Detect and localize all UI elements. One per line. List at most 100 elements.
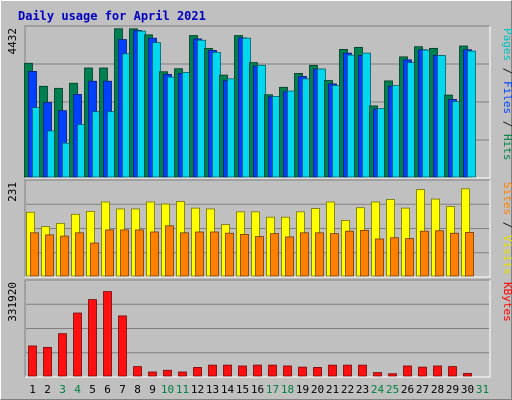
day-label: 27 (416, 383, 429, 396)
day-label: 18 (281, 383, 294, 396)
bar-sites-day-7 (120, 229, 129, 277)
bar-sites-day-5 (90, 242, 99, 277)
bar-sites-day-6 (105, 229, 114, 277)
bar-kbytes-day-26 (403, 365, 412, 377)
day-label: 31 (476, 383, 489, 396)
bar-kbytes-day-3 (58, 333, 67, 377)
chart-title: Daily usage for April 2021 (18, 9, 206, 23)
bar-sites-day-24 (375, 238, 384, 277)
day-label: 19 (296, 383, 309, 396)
day-label: 14 (221, 383, 235, 396)
day-label: 4 (74, 383, 81, 396)
bar-kbytes-day-13 (208, 364, 217, 377)
day-label: 6 (104, 383, 111, 396)
day-label: 1 (29, 383, 36, 396)
legend-entry: Pages (501, 28, 512, 61)
day-label: 20 (311, 383, 324, 396)
day-label: 30 (461, 383, 474, 396)
day-label: 8 (134, 383, 141, 396)
panel-legend-label: Pages / Files / Hits (501, 28, 512, 161)
bar-kbytes-day-4 (73, 312, 82, 377)
day-label: 13 (206, 383, 219, 396)
day-label: 15 (236, 383, 249, 396)
bar-sites-day-25 (390, 237, 399, 277)
day-label: 23 (356, 383, 369, 396)
bar-kbytes-day-19 (298, 366, 307, 377)
bar-sites-day-10 (165, 225, 174, 277)
bar-sites-day-2 (45, 234, 54, 277)
bar-kbytes-day-24 (373, 372, 382, 377)
panel-max-label: 231 (6, 182, 19, 202)
panel-frame-light (25, 280, 491, 378)
bar-kbytes-day-17 (268, 364, 277, 377)
bar-kbytes-day-22 (343, 364, 352, 377)
bar-kbytes-day-18 (283, 365, 292, 377)
bar-sites-day-16 (255, 236, 264, 277)
day-label: 11 (176, 383, 189, 396)
bar-kbytes-day-12 (193, 367, 202, 377)
day-axis: 1 2 3 4 5 6 7 8 9 10 11 12 13 14 15 16 17 18 19 20 21 22 23 24 2… (29, 383, 489, 396)
legend-entry: KBytes (501, 282, 512, 322)
bar-sites-day-3 (60, 235, 69, 277)
bar-sites-day-12 (195, 231, 204, 277)
bar-sites-day-26 (405, 238, 414, 277)
bar-sites-day-14 (225, 232, 234, 277)
day-label: 7 (119, 383, 126, 396)
bar-sites-day-20 (315, 232, 324, 277)
panel-frame-light (25, 180, 491, 278)
bar-kbytes-day-6 (103, 291, 112, 377)
panel-legend-label: Sites / Visits (501, 182, 512, 275)
day-label: 2 (44, 383, 51, 396)
bar-sites-day-30 (465, 232, 474, 277)
bar-sites-day-28 (435, 230, 444, 277)
bar-sites-day-15 (240, 234, 249, 277)
legend-entry: Hits (501, 134, 512, 161)
bar-kbytes-day-9 (148, 371, 157, 377)
bar-sites-day-21 (330, 233, 339, 277)
day-label: 28 (431, 383, 444, 396)
bar-kbytes-day-21 (328, 364, 337, 377)
bar-kbytes-day-5 (88, 299, 97, 377)
legend-entry: Visits (501, 235, 512, 275)
bar-kbytes-day-8 (133, 366, 142, 377)
bar-sites-day-19 (300, 232, 309, 277)
bar-kbytes-day-15 (238, 365, 247, 377)
legend-entry: / (501, 114, 512, 134)
bar-sites-day-27 (420, 230, 429, 277)
day-label: 29 (446, 383, 459, 396)
panel-kbytes: 331920 KBytes (6, 279, 512, 378)
day-label: 9 (149, 383, 156, 396)
legend-entry: Sites (501, 182, 512, 215)
bar-sites-day-13 (210, 231, 219, 277)
bar-kbytes-day-1 (28, 345, 37, 377)
day-label: 16 (251, 383, 264, 396)
panel-frame-light (25, 26, 491, 179)
bar-sites-day-17 (270, 233, 279, 277)
panel-frame-dark (24, 179, 490, 277)
legend-entry: Files (501, 81, 512, 114)
day-label: 17 (266, 383, 279, 396)
legend-entry: / (501, 61, 512, 81)
bar-kbytes-day-16 (253, 364, 262, 377)
day-label: 5 (89, 383, 96, 396)
bar-kbytes-day-29 (448, 366, 457, 377)
panel-visits: 231 Sites / Visits (6, 179, 512, 278)
panel-legend-label: KBytes (501, 282, 512, 322)
bar-kbytes-day-30 (463, 373, 472, 377)
bar-kbytes-day-28 (433, 365, 442, 377)
bar-kbytes-day-10 (163, 369, 172, 377)
bar-kbytes-day-23 (358, 364, 367, 377)
bar-pages-day-30 (467, 50, 476, 178)
bar-sites-day-1 (30, 232, 39, 277)
bar-kbytes-day-20 (313, 367, 322, 377)
bar-kbytes-day-7 (118, 315, 127, 377)
panel-frame-dark (24, 279, 490, 377)
day-label: 24 (371, 383, 385, 396)
day-label: 3 (59, 383, 66, 396)
day-label: 22 (341, 383, 354, 396)
day-label: 26 (401, 383, 414, 396)
day-label: 25 (386, 383, 399, 396)
bar-kbytes-day-14 (223, 364, 232, 377)
